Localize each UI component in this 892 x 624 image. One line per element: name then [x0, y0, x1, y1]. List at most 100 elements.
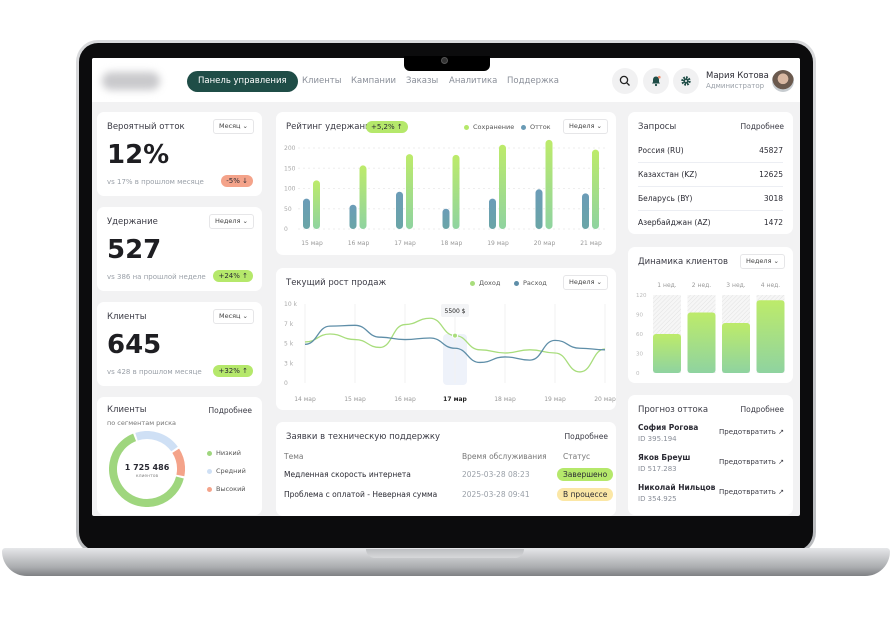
- kpi-value: 12%: [107, 140, 170, 170]
- legend-churn: Отток: [521, 123, 551, 131]
- camera-notch: [404, 56, 490, 71]
- bar-churn: [303, 198, 310, 229]
- segment-legend-item: Средний: [207, 467, 246, 475]
- dynamics-bar: [653, 334, 681, 373]
- kpi-title: Удержание: [107, 217, 158, 227]
- requests-title: Запросы: [638, 122, 677, 132]
- country-name: Беларусь (BY): [638, 194, 693, 203]
- legend-dot: [470, 280, 475, 286]
- kpi-period-select[interactable]: Неделя ⌄: [209, 214, 254, 229]
- x-tick-label: 14 мар: [294, 396, 316, 403]
- tickets-title: Заявки в техническую поддержку: [286, 432, 441, 442]
- kpi-card: Вероятный отток Месяц ⌄ 12% vs 17% в прошло…: [97, 112, 262, 196]
- sales-chart: 14 мар 15 мар 16 мар 17 мар 18 мар 19 мар 20 м…: [284, 301, 616, 403]
- person-name: София Рогова: [638, 423, 699, 432]
- ticket-topic[interactable]: Медленная скорость интернета: [284, 470, 411, 479]
- y-tick-label: 0: [284, 226, 288, 233]
- avatar[interactable]: [772, 70, 794, 92]
- segments-more-link[interactable]: Подробнее: [208, 406, 252, 415]
- laptop-base-notch: [366, 549, 524, 558]
- dynamics-bar: [687, 312, 716, 373]
- legend-label: Низкий: [216, 449, 241, 457]
- donut-slice: [172, 448, 185, 477]
- x-tick-label: 2 нед.: [692, 282, 711, 289]
- bar-retention: [592, 149, 599, 229]
- churn-more-link[interactable]: Подробнее: [740, 405, 784, 414]
- x-tick-label: 18 мар: [494, 396, 516, 403]
- y-tick-label: 120: [636, 293, 647, 299]
- x-tick-label: 16 мар: [394, 396, 416, 403]
- kpi-period-select[interactable]: Месяц ⌄: [212, 119, 254, 134]
- donut-slice: [109, 433, 184, 507]
- retention-card: Рейтинг удержания +5,2% ↑ Сохранение Отт…: [276, 112, 616, 255]
- churn-forecast-card: Прогноз оттока Подробнее София Рогова ID …: [628, 395, 793, 515]
- segments-donut: [109, 431, 185, 507]
- dynamics-period-select[interactable]: Неделя ⌄: [740, 254, 785, 269]
- kpi-period-select[interactable]: Месяц ⌄: [212, 309, 254, 324]
- ticket-topic[interactable]: Проблема с оплатой - Неверная сумма: [284, 490, 438, 499]
- kpi-title: Клиенты: [107, 312, 147, 322]
- legend-dot: [207, 486, 212, 492]
- nav-campaigns[interactable]: Кампании: [351, 76, 397, 86]
- legend-dot: [207, 468, 212, 474]
- x-tick-label: 19 мар: [544, 396, 566, 403]
- search-icon: [619, 75, 630, 86]
- y-tick-label: 7 k: [284, 321, 294, 328]
- nav-support[interactable]: Поддержка: [507, 76, 559, 86]
- legend-dot: [521, 124, 526, 130]
- nav-dashboard[interactable]: Панель управления: [187, 71, 298, 92]
- notifications-button[interactable]: [643, 68, 669, 94]
- kpi-compare: vs 17% в прошлом месяце: [107, 178, 204, 186]
- prevent-button[interactable]: Предотвратить ↗: [719, 458, 784, 466]
- settings-button[interactable]: [673, 68, 699, 94]
- y-tick-label: 200: [284, 145, 296, 152]
- prevent-button[interactable]: Предотвратить ↗: [719, 488, 784, 496]
- bell-icon: [652, 75, 661, 87]
- kpi-compare: vs 428 в прошлом месяце: [107, 368, 202, 376]
- nav-clients[interactable]: Клиенты: [302, 76, 342, 86]
- legend-dot: [514, 280, 519, 286]
- legend-retention: Сохранение: [464, 123, 514, 131]
- x-tick-label: 18 мар: [441, 240, 463, 247]
- col-time: Время обслуживания: [462, 452, 547, 461]
- sales-period-select[interactable]: Неделя ⌄: [563, 275, 608, 290]
- x-tick-label: 17 мар: [443, 396, 467, 403]
- segments-title: Клиенты: [107, 405, 147, 415]
- request-count: 3018: [763, 194, 783, 203]
- request-count: 12625: [759, 170, 783, 179]
- x-tick-label: 20 мар: [594, 396, 616, 403]
- tooltip: [441, 304, 469, 317]
- person-id: ID 517.283: [638, 465, 677, 473]
- request-count: 1472: [763, 218, 783, 227]
- country-name: Казахстан (KZ): [638, 170, 698, 179]
- ticket-status-badge: Завершено: [557, 468, 614, 481]
- x-tick-label: 16 мар: [348, 240, 370, 247]
- y-tick-label: 50: [284, 206, 292, 213]
- requests-more-link[interactable]: Подробнее: [740, 122, 784, 131]
- kpi-compare: vs 386 на прошлой неделе: [107, 273, 206, 281]
- person-name: Яков Бреуш: [638, 453, 691, 462]
- legend-label: Отток: [530, 123, 551, 131]
- retention-chart: 0 50 100 150 200 15 мар 16 мар 17 мар 18 мар 19 м…: [284, 139, 608, 247]
- kpi-value: 645: [107, 330, 162, 360]
- x-tick-label: 17 мар: [394, 240, 416, 247]
- prevent-button[interactable]: Предотвратить ↗: [719, 428, 784, 436]
- nav-analytics[interactable]: Аналитика: [449, 76, 498, 86]
- person-id: ID 354.925: [638, 495, 677, 503]
- tickets-more-link[interactable]: Подробнее: [564, 432, 608, 441]
- kpi-delta-badge: +24% ↑: [213, 270, 253, 282]
- nav-orders[interactable]: Заказы: [406, 76, 439, 86]
- ticket-time: 2025-03-28 09:41: [462, 490, 530, 499]
- y-tick-label: 150: [284, 165, 296, 172]
- country-name: Россия (RU): [638, 146, 684, 155]
- bar-retention: [406, 154, 413, 229]
- dynamics-chart: 0 30 60 90 120 1 нед. 2 нед. 3 нед. 4 нед.: [636, 282, 785, 377]
- user-role: Администратор: [706, 82, 765, 90]
- legend-label: Средний: [216, 467, 246, 475]
- select-value: Месяц: [218, 312, 241, 320]
- retention-period-select[interactable]: Неделя ⌄: [563, 119, 608, 134]
- y-tick-label: 30: [636, 352, 643, 358]
- sales-title: Текущий рост продаж: [286, 278, 387, 288]
- highlight-point[interactable]: [452, 332, 458, 339]
- search-button[interactable]: [612, 68, 638, 94]
